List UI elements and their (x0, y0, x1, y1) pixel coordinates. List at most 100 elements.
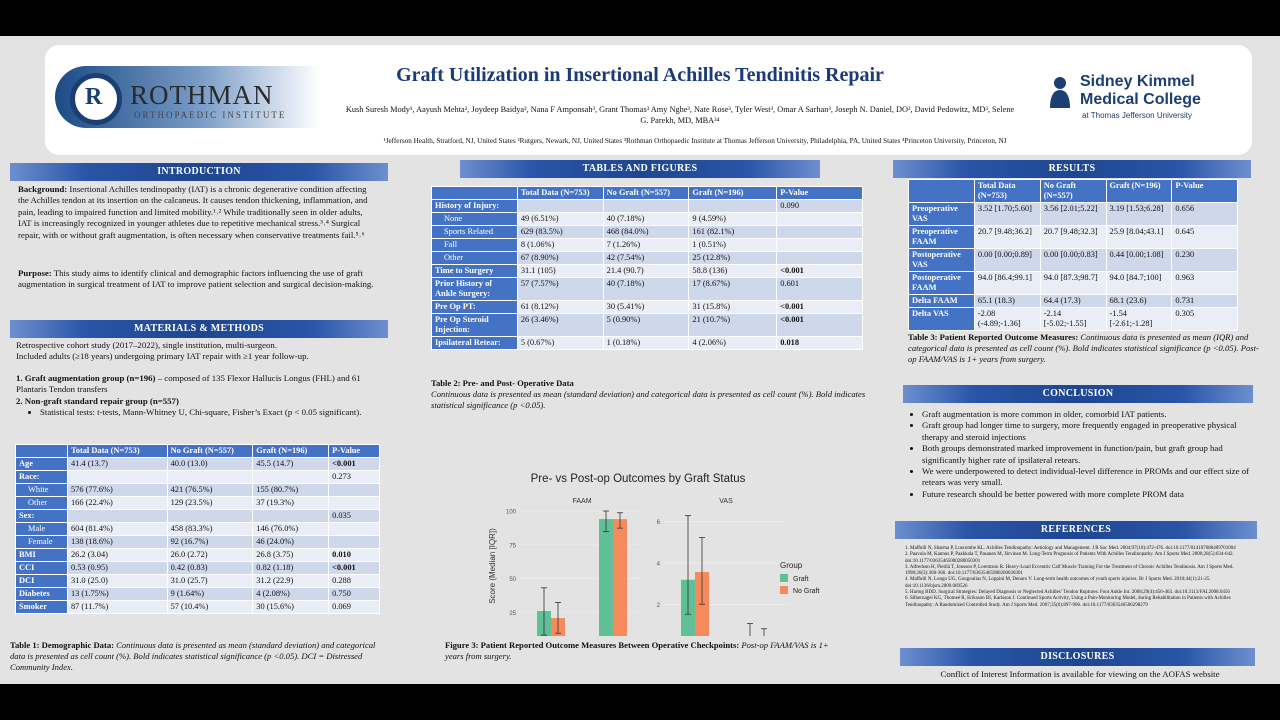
table-row: Sports Related 629 (83.5%) 468 (84.0%) 161 … (431, 225, 863, 239)
table-cell: 61 (8.12%) (516, 300, 604, 314)
table-cell: 68.1 (23.6) (1105, 294, 1173, 308)
table-header-cell: Total Data (N=753) (66, 444, 168, 458)
table-cell (688, 199, 778, 213)
table-header-cell: Total Data (N=753) (516, 186, 604, 200)
conclusion-item: Graft augmentation is more common in old… (922, 409, 1253, 420)
conclusion-list: Graft augmentation is more common in old… (908, 409, 1253, 500)
table-cell: 1 (0.51%) (688, 238, 778, 252)
table-cell: 26.8 (3.75) (252, 548, 330, 562)
table3-caption: Table 3: Patient Reported Outcome Measur… (908, 332, 1263, 365)
p-value-cell: 0.090 (776, 199, 863, 213)
table-cell (166, 509, 254, 523)
table-cell: 57 (10.4%) (166, 600, 254, 614)
chart-ylabel: Score (Median [IQR]) (488, 528, 497, 604)
intro-background: Background: Insertional Achilles tendino… (18, 184, 376, 241)
row-label: Delta FAAM (908, 294, 975, 308)
row-label: Race: (15, 470, 68, 484)
p-value-cell (328, 496, 380, 510)
methods-group2: 2. Non-graft standard repair group (n=55… (16, 396, 381, 407)
table-cell (66, 509, 168, 523)
row-label: Preoperative VAS (908, 202, 975, 226)
row-label: Ipsilateral Retear: (431, 336, 518, 350)
table-row: Sex: 0.035 (15, 509, 380, 523)
legend-title: Group (780, 561, 803, 570)
rothman-logo-name: ROTHMAN (130, 80, 274, 110)
methods-line1: Retrospective cohort study (2017–2022), … (16, 340, 278, 350)
table-header-cell: No Graft (N=557) (1039, 179, 1107, 203)
bar (599, 519, 613, 636)
table-cell: 67 (8.90%) (516, 251, 604, 265)
row-label: Prior History of Ankle Surgery: (431, 277, 518, 301)
table-cell: 20.7 [9.48;32.3] (1039, 225, 1107, 249)
table-cell: 9 (4.59%) (688, 212, 778, 226)
table-row: Female 138 (18.6%) 92 (16.7%) 46 (24.0%) (15, 535, 380, 549)
figure3-chart: Pre- vs Post-op Outcomes by Graft Status… (488, 473, 820, 636)
table-cell: 25.9 [8.04;43.1] (1105, 225, 1173, 249)
p-value-cell: 0.288 (328, 574, 380, 588)
poster: R ROTHMAN ORTHOPAEDIC INSTITUTE Graft Ut… (0, 36, 1280, 684)
legend-label: Graft (793, 576, 809, 583)
figure3-caption: Figure 3: Patient Reported Outcome Measu… (445, 640, 840, 662)
table-header-row: Total Data (N=753) No Graft (N=557) Graft … (431, 186, 863, 200)
p-value-cell: 0.230 (1171, 248, 1238, 272)
table-cell: 1 (0.18%) (602, 336, 690, 350)
table2-caption-text: Continuous data is presented as mean (st… (431, 389, 866, 410)
panel-title: FAAM (572, 498, 591, 505)
table-row: Preoperative VAS 3.52 [1.70;5.60] 3.56 [2.… (908, 202, 1238, 226)
table-cell: 26.0 (2.72) (166, 548, 254, 562)
table-cell: 3.52 [1.70;5.60] (973, 202, 1041, 226)
table-cell: 64.4 (17.3) (1039, 294, 1107, 308)
table-header-cell: P-Value (328, 444, 380, 458)
table-cell: 94.0 [84.7;100] (1105, 271, 1173, 295)
table-cell: 5 (0.90%) (602, 313, 690, 337)
sk-logo-line2: Medical College (1080, 91, 1201, 108)
table1-caption-label: Table 1: Demographic Data: (10, 640, 114, 650)
table2-prepostop: Total Data (N=753) No Graft (N=557) Graft … (431, 186, 863, 350)
table-header-row: Total Data (N=753) No Graft (N=557) Graft … (15, 444, 380, 458)
table-cell: 30 (5.41%) (602, 300, 690, 314)
table-cell: 4 (2.08%) (252, 587, 330, 601)
p-value-cell: 0.305 (1171, 307, 1238, 331)
table-header-cell (908, 179, 975, 203)
table-cell: 21 (10.7%) (688, 313, 778, 337)
row-label: Smoker (15, 600, 68, 614)
p-value-cell: <0.001 (776, 264, 863, 278)
table-cell: 0.00 [0.00;0.89] (973, 248, 1041, 272)
rothman-logo-letter: R (85, 84, 103, 110)
table-header-cell: No Graft (N=557) (166, 444, 254, 458)
table2-caption: Table 2: Pre- and Post- Operative Data C… (431, 378, 871, 411)
group1-text: – composed of 135 Flexor Hallucis Longus… (16, 372, 361, 395)
table-header-cell: Graft (N=196) (688, 186, 778, 200)
table-cell: 21.4 (90.7) (602, 264, 690, 278)
row-label: Female (15, 535, 68, 549)
legend-label: No Graft (793, 588, 820, 595)
table-cell: 17 (8.67%) (688, 277, 778, 301)
table-cell: 40.0 (13.0) (166, 457, 254, 471)
reference-item: 4. Maffulli N, Longo UG, Gougoulias N, L… (905, 577, 1211, 589)
table-row: Ipsilateral Retear: 5 (0.67%) 1 (0.18%) 4 (… (431, 336, 863, 350)
table-cell (602, 199, 690, 213)
table-cell: 40 (7.18%) (602, 277, 690, 301)
row-label: Pre Op Steroid Injection: (431, 313, 518, 337)
methods-line2: Included adults (≥18 years) undergoing p… (16, 351, 309, 362)
table-row: Age 41.4 (13.7) 40.0 (13.0) 45.5 (14.7) <0.0… (15, 457, 380, 471)
reference-item: 6. Silbernagel KG, Thomeé R, Eriksson BI… (905, 596, 1231, 608)
p-value-cell (776, 251, 863, 265)
table-cell: 20.7 [9.48;36.2] (973, 225, 1041, 249)
table1-caption: Table 1: Demographic Data: Continuous da… (10, 640, 380, 673)
legend-swatch (780, 586, 788, 594)
background-text: Insertional Achilles tendinopathy (IAT) … (18, 184, 368, 240)
table-header-cell: Graft (N=196) (252, 444, 330, 458)
table-row: Race: 0.273 (15, 470, 380, 484)
table3-caption-text: Continuous data is presented as mean (IQ… (908, 332, 1259, 364)
table-cell: 0.44 [0.00;1.08] (1105, 248, 1173, 272)
table-row: Fall 8 (1.06%) 7 (1.26%) 1 (0.51%) (431, 238, 863, 252)
conclusion-item: Future research should be better powered… (922, 489, 1253, 500)
sidney-kimmel-logo-icon (1050, 77, 1070, 108)
table-cell: 31 (15.8%) (688, 300, 778, 314)
table-cell: 30 (15.6%) (252, 600, 330, 614)
table-row: Pre Op Steroid Injection: 26 (3.46%) 5 (0.… (431, 313, 863, 337)
table-cell: 3.56 [2.01;5.22] (1039, 202, 1107, 226)
table1-demographics: Total Data (N=753) No Graft (N=557) Graft … (15, 444, 380, 614)
p-value-cell (328, 522, 380, 536)
